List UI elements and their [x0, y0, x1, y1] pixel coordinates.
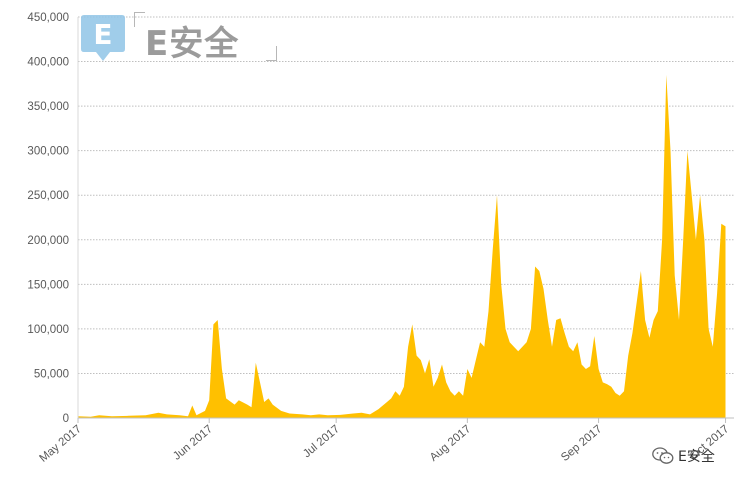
y-tick-label: 0	[63, 413, 69, 425]
logo-icon: E	[80, 13, 126, 63]
series-area	[78, 74, 726, 419]
x-tick-label: Sep 2017	[559, 423, 604, 464]
y-tick-label: 150,000	[27, 279, 69, 291]
logo-bracket-left	[134, 12, 145, 27]
footer-watermark: E安全	[652, 446, 715, 466]
logo-letter: E	[93, 18, 112, 51]
footer-watermark-text: E安全	[678, 449, 715, 465]
axes	[77, 17, 734, 423]
x-tick-labels: May 2017 Jun 2017 Jul 2017 Aug 2017 Sep 2017…	[38, 423, 732, 465]
x-tick-label: Aug 2017	[428, 423, 473, 464]
y-tick-label: 450,000	[27, 12, 69, 24]
y-tick-label: 300,000	[27, 146, 69, 158]
x-tick-label: Jul 2017	[301, 423, 342, 460]
y-tick-label: 350,000	[27, 101, 69, 113]
y-tick-label: 400,000	[27, 57, 69, 69]
x-tick-label: May 2017	[38, 423, 84, 465]
y-tick-label: 250,000	[27, 190, 69, 202]
wechat-icon	[652, 447, 674, 464]
logo-bracket-right	[266, 46, 277, 61]
y-tick-label: 200,000	[27, 235, 69, 247]
y-tick-label: 100,000	[27, 324, 69, 336]
y-tick-labels: 0 50,000 100,000 150,000 200,000 250,000 300,0…	[27, 12, 69, 425]
gridlines	[78, 16, 734, 374]
y-tick-label: 50,000	[34, 368, 69, 380]
logo-text: E安全	[145, 24, 240, 64]
x-tick-label: Jun 2017	[171, 423, 215, 463]
area-series	[78, 74, 726, 419]
